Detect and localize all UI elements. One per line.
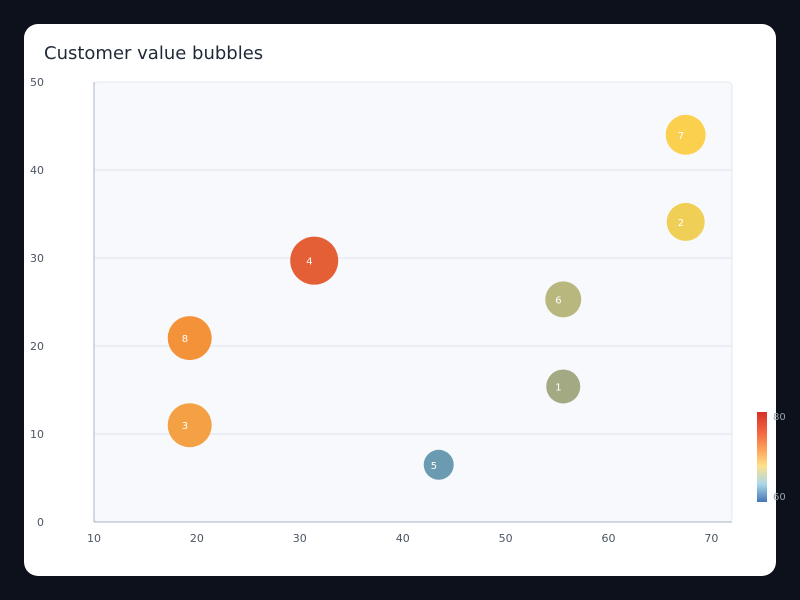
x-tick-label: 60 [602,532,616,545]
bubble-label: 5 [431,461,437,472]
bubble-2[interactable]: 2 [666,202,705,241]
bubble-7[interactable]: 7 [665,114,706,155]
colorbar: 80 60 [757,412,786,503]
colorbar-min-label: 60 [773,492,786,503]
x-tick-label: 70 [704,532,718,545]
bubble-5[interactable]: 5 [423,449,454,480]
y-tick-label: 10 [30,428,44,441]
bubble-label: 1 [555,382,561,393]
bubble-marker[interactable] [665,114,706,155]
x-tick-label: 40 [396,532,410,545]
x-tick-label: 10 [87,532,101,545]
bubble-marker[interactable] [423,449,454,480]
y-tick-label: 20 [30,340,44,353]
bubble-marker[interactable] [545,281,582,318]
x-tick-label: 20 [190,532,204,545]
bubble-6[interactable]: 6 [545,281,582,318]
bubble-marker[interactable] [167,403,212,448]
bubble-4[interactable]: 4 [290,236,339,285]
bubble-label: 7 [678,131,684,142]
bubble-1[interactable]: 1 [546,369,581,404]
y-tick-label: 0 [37,516,44,529]
bubble-3[interactable]: 3 [167,403,212,448]
bubble-label: 2 [678,218,684,229]
x-tick-label: 30 [293,532,307,545]
x-tick-label: 50 [499,532,513,545]
bubble-marker[interactable] [167,316,212,361]
bubble-marker[interactable] [546,369,581,404]
chart-title: Customer value bubbles [44,43,264,64]
bubble-label: 6 [555,295,561,306]
y-tick-label: 40 [30,164,44,177]
bubble-label: 8 [182,334,188,345]
bubble-marker[interactable] [290,236,339,285]
y-tick-label: 50 [30,76,44,89]
colorbar-gradient [757,412,767,502]
bubble-label: 4 [306,257,312,268]
bubble-label: 3 [182,421,188,432]
colorbar-max-label: 80 [773,412,786,423]
plot-area [93,81,733,523]
y-tick-label: 30 [30,252,44,265]
bubble-marker[interactable] [666,202,705,241]
bubble-8[interactable]: 8 [167,316,212,361]
